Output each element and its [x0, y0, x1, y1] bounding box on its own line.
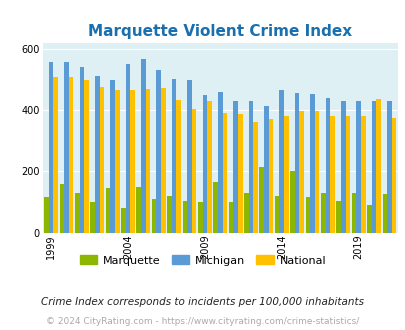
Bar	[213, 182, 217, 233]
Bar	[151, 199, 156, 233]
Bar	[171, 79, 176, 233]
Bar	[176, 100, 181, 233]
Bar	[314, 111, 319, 233]
Bar	[60, 184, 64, 233]
Bar	[217, 92, 222, 233]
Bar	[263, 106, 268, 233]
Bar	[136, 187, 141, 233]
Legend: Marquette, Michigan, National: Marquette, Michigan, National	[75, 251, 330, 270]
Bar	[79, 67, 84, 233]
Bar	[75, 193, 79, 233]
Bar	[391, 118, 395, 233]
Bar	[84, 80, 89, 233]
Bar	[99, 87, 104, 233]
Bar	[145, 89, 150, 233]
Bar	[325, 98, 329, 233]
Bar	[279, 90, 284, 233]
Text: Crime Index corresponds to incidents per 100,000 inhabitants: Crime Index corresponds to incidents per…	[41, 297, 364, 307]
Text: © 2024 CityRating.com - https://www.cityrating.com/crime-statistics/: © 2024 CityRating.com - https://www.city…	[46, 317, 359, 326]
Bar	[305, 197, 309, 233]
Bar	[356, 101, 360, 233]
Bar	[110, 80, 115, 233]
Bar	[53, 77, 58, 233]
Bar	[274, 196, 279, 233]
Bar	[335, 201, 340, 233]
Bar	[202, 95, 207, 233]
Bar	[268, 119, 273, 233]
Bar	[64, 62, 68, 233]
Bar	[375, 99, 380, 233]
Bar	[371, 101, 375, 233]
Bar	[248, 101, 253, 233]
Bar	[68, 77, 73, 233]
Bar	[95, 76, 99, 233]
Bar	[351, 193, 356, 233]
Bar	[207, 101, 211, 233]
Bar	[49, 62, 53, 233]
Bar	[130, 90, 134, 233]
Bar	[259, 167, 263, 233]
Bar	[340, 101, 345, 233]
Bar	[290, 172, 294, 233]
Bar	[121, 208, 126, 233]
Bar	[191, 109, 196, 233]
Bar	[243, 193, 248, 233]
Bar	[320, 193, 325, 233]
Bar	[198, 202, 202, 233]
Bar	[360, 116, 364, 233]
Bar	[115, 90, 119, 233]
Bar	[167, 196, 171, 233]
Bar	[345, 116, 350, 233]
Bar	[228, 202, 233, 233]
Bar	[233, 101, 237, 233]
Bar	[284, 116, 288, 233]
Bar	[105, 188, 110, 233]
Bar	[294, 93, 299, 233]
Bar	[161, 87, 165, 233]
Bar	[90, 202, 95, 233]
Bar	[141, 59, 145, 233]
Bar	[366, 205, 371, 233]
Bar	[309, 94, 314, 233]
Bar	[156, 70, 161, 233]
Bar	[386, 101, 391, 233]
Bar	[299, 111, 303, 233]
Bar	[187, 80, 191, 233]
Bar	[237, 114, 242, 233]
Title: Marquette Violent Crime Index: Marquette Violent Crime Index	[88, 24, 352, 39]
Bar	[253, 121, 257, 233]
Bar	[382, 194, 386, 233]
Bar	[222, 113, 227, 233]
Bar	[182, 201, 187, 233]
Bar	[126, 64, 130, 233]
Bar	[329, 116, 334, 233]
Bar	[44, 197, 49, 233]
